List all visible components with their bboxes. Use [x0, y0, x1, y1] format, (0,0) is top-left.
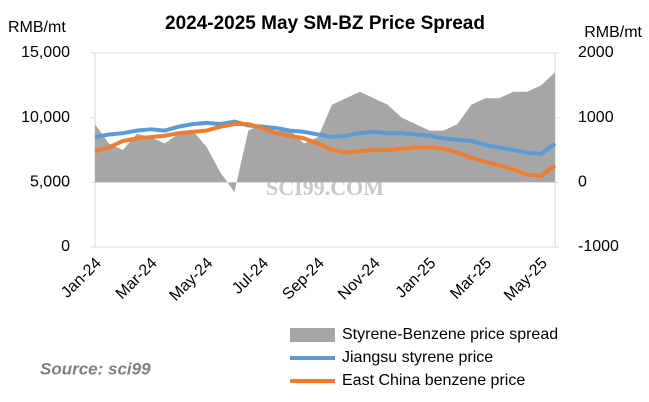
- chart-title: 2024-2025 May SM-BZ Price Spread: [165, 13, 485, 34]
- x-tick-label: Nov-24: [335, 255, 384, 304]
- x-tick-label: Mar-25: [447, 255, 495, 303]
- x-tick-label: Jan-25: [393, 255, 440, 302]
- legend-label: East China benzene price: [342, 372, 525, 389]
- y-tick-label: 10,000: [21, 109, 70, 126]
- y-tick-label: 0: [61, 238, 70, 255]
- y2-axis-title: RMB/mt: [584, 24, 642, 41]
- x-tick-label: Sep-24: [279, 255, 328, 304]
- y-axis-title: RMB/mt: [8, 19, 66, 36]
- y2-tick-label: -1000: [578, 238, 619, 255]
- source: Source: sci99: [40, 359, 151, 378]
- price-line: [94, 122, 557, 178]
- x-tick-label: Mar-24: [113, 255, 161, 303]
- legend-swatch: [290, 328, 335, 342]
- legend-label: Jiangsu styrene price: [342, 349, 493, 366]
- y-tick-label: 5,000: [30, 174, 70, 191]
- y2-tick-label: 2000: [578, 44, 614, 61]
- legend-label: Styrene-Benzene price spread: [342, 326, 558, 343]
- x-tick-label: Jan-24: [58, 255, 105, 302]
- price-line: [94, 119, 557, 156]
- x-tick-label: May-25: [501, 255, 551, 305]
- spread-area: [95, 72, 555, 193]
- y2-tick-label: 1000: [578, 109, 614, 126]
- y2-tick-label: 0: [578, 174, 587, 191]
- x-tick-label: Jul-24: [229, 255, 272, 298]
- y-tick-label: 15,000: [21, 44, 70, 61]
- x-tick-label: May-24: [167, 255, 217, 305]
